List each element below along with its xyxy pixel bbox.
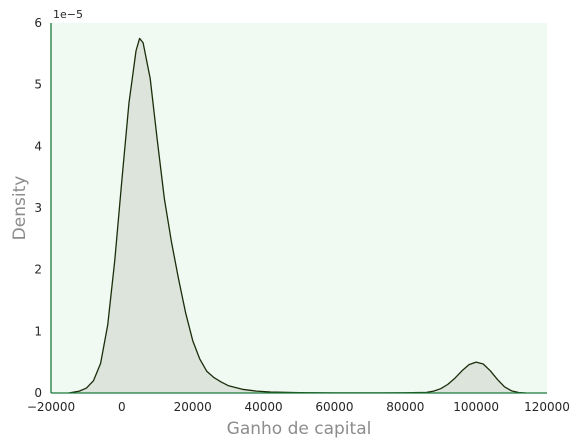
y-tick-label: 3 (34, 201, 42, 215)
x-axis-label: Ganho de capital (227, 419, 372, 439)
y-tick-label: 0 (34, 386, 42, 400)
y-tick-label: 2 (34, 263, 42, 277)
y-tick-label: 1 (34, 324, 42, 338)
x-tick-label: 120000 (524, 400, 570, 414)
x-tick-labels: −20000 0 20000 40000 60000 80000 100000 120000 (27, 400, 570, 414)
y-offset-text: 1e−5 (53, 8, 83, 21)
x-tick-label: 40000 (244, 400, 282, 414)
x-tick-label: 80000 (386, 400, 424, 414)
x-tick-label: 20000 (174, 400, 212, 414)
y-tick-label: 6 (34, 16, 42, 30)
x-tick-label: 60000 (315, 400, 353, 414)
x-tick-label: −20000 (27, 400, 75, 414)
x-tick-label: 0 (118, 400, 126, 414)
density-area (68, 38, 526, 394)
y-tick-label: 5 (34, 78, 42, 92)
x-tick-label: 100000 (453, 400, 499, 414)
y-axis-label: Density (10, 176, 30, 241)
density-curve (68, 37, 526, 394)
y-tick-label: 4 (34, 139, 42, 153)
y-tick-labels: 0 1 2 3 4 5 6 (34, 16, 42, 400)
